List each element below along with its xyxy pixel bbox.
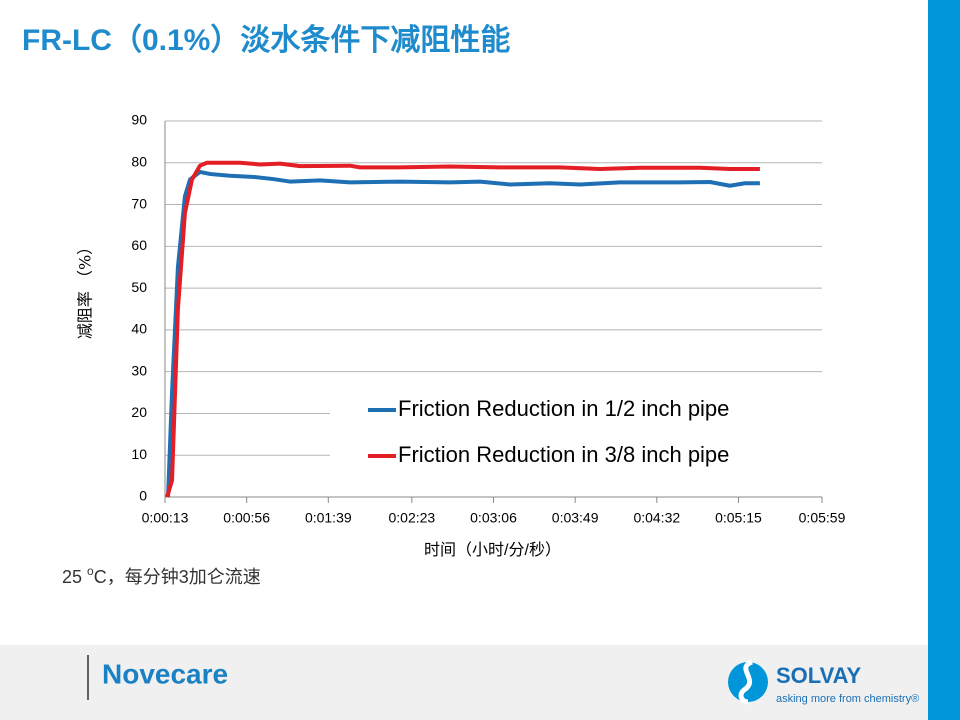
logo-swoosh xyxy=(738,659,754,705)
slide-title: FR-LC（0.1%）淡水条件下减阻性能 xyxy=(22,23,510,57)
note: 25 oC，每分钟3加仑流速 xyxy=(62,564,261,587)
legend-label: Friction Reduction in 3/8 inch pipe xyxy=(398,442,729,467)
x-tick-label: 0:00:13 xyxy=(142,510,189,526)
y-tick-label: 70 xyxy=(131,195,147,211)
y-tick-label: 60 xyxy=(131,237,147,253)
legend-label: Friction Reduction in 1/2 inch pipe xyxy=(398,396,729,421)
y-tick-label: 80 xyxy=(131,153,147,169)
x-tick-label: 0:05:59 xyxy=(799,510,846,526)
note-part: 25 xyxy=(62,567,87,587)
y-tick-label: 90 xyxy=(131,112,147,128)
y-tick-label: 30 xyxy=(131,362,147,378)
brand: Novecare xyxy=(102,658,228,689)
y-tick-label: 10 xyxy=(131,446,147,462)
side-bar xyxy=(928,0,960,720)
tagline: asking more from chemistry® xyxy=(776,693,919,705)
y-tick-label: 50 xyxy=(131,279,147,295)
x-tick-label: 0:02:23 xyxy=(388,510,435,526)
note-part: C，每分钟3加仑流速 xyxy=(94,567,261,587)
y-tick-label: 20 xyxy=(131,404,147,420)
footer-band xyxy=(0,645,928,720)
x-tick-label: 0:01:39 xyxy=(305,510,352,526)
x-tick-label: 0:00:56 xyxy=(223,510,270,526)
x-tick-label: 0:03:49 xyxy=(552,510,599,526)
y-tick-label: 0 xyxy=(139,488,147,504)
x-tick-label: 0:05:15 xyxy=(715,510,762,526)
series-line xyxy=(165,160,760,498)
x-tick-label: 0:03:06 xyxy=(470,510,517,526)
y-tick-label: 40 xyxy=(131,321,147,337)
legend-box xyxy=(330,391,822,475)
logo-text: SOLVAY xyxy=(776,663,862,688)
y-axis-label: 减阻率 （%） xyxy=(76,239,95,339)
solvay-logo: SOLVAY asking more from chemistry® xyxy=(728,659,919,705)
note-sup: o xyxy=(87,564,94,578)
x-tick-label: 0:04:32 xyxy=(633,510,680,526)
x-axis-label: 时间（小时/分/秒） xyxy=(424,541,561,559)
